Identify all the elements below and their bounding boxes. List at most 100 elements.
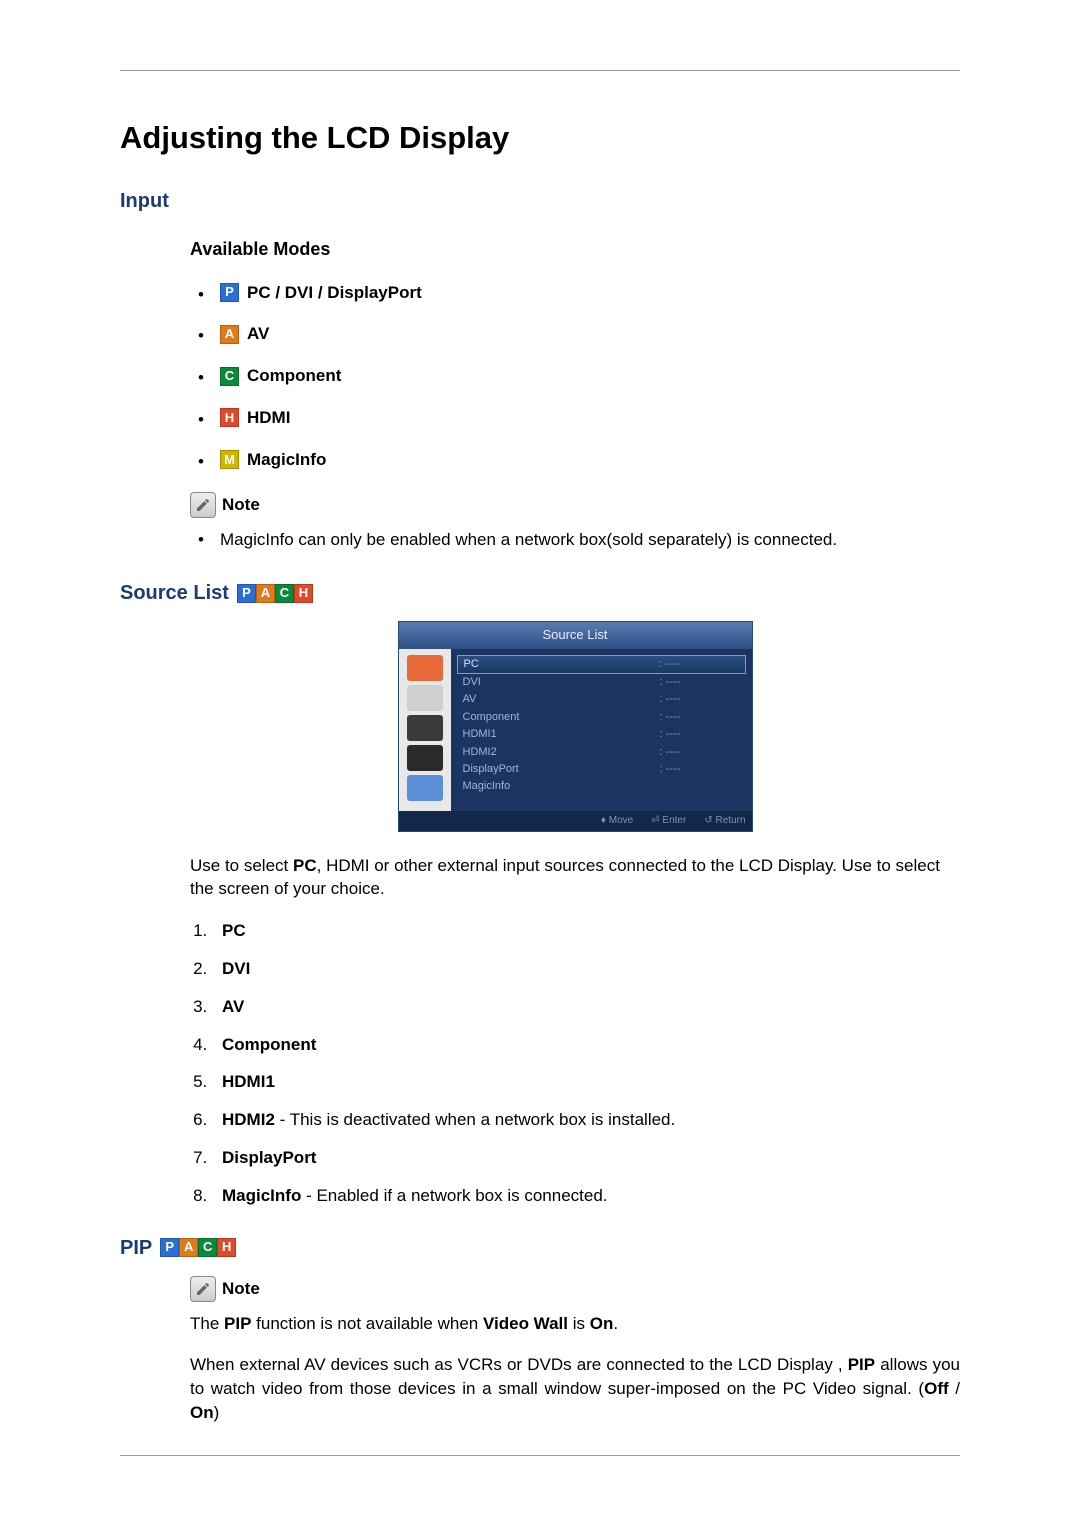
list-item: DisplayPort xyxy=(212,1146,960,1170)
mode-item: C Component xyxy=(190,364,960,388)
p-icon: P xyxy=(160,1238,179,1257)
osd-sidebar xyxy=(399,649,451,811)
top-rule xyxy=(120,70,960,71)
item-rest: - This is deactivated when a network box… xyxy=(275,1110,675,1129)
osd-source-name: DisplayPort xyxy=(463,762,660,777)
text: When external AV devices such as VCRs or… xyxy=(190,1355,848,1374)
item-bold: Component xyxy=(222,1035,316,1054)
osd-row: AV: ---- xyxy=(457,691,746,708)
osd-source-status: : ---- xyxy=(660,710,740,725)
a-icon: A xyxy=(256,584,275,603)
m-icon: M xyxy=(220,450,239,469)
c-icon: C xyxy=(220,367,239,386)
osd-source-name: DVI xyxy=(463,675,660,690)
osd-source-name: MagicInfo xyxy=(463,779,660,794)
mode-label: PC / DVI / DisplayPort xyxy=(247,281,422,305)
mode-item: M MagicInfo xyxy=(190,448,960,472)
note-text: MagicInfo can only be enabled when a net… xyxy=(190,528,960,552)
list-item: DVI xyxy=(212,957,960,981)
text: Use to select xyxy=(190,856,293,875)
item-bold: MagicInfo xyxy=(222,1186,301,1205)
note-label: Note xyxy=(222,1277,260,1301)
note-label: Note xyxy=(222,493,260,517)
note-block: Note xyxy=(190,492,960,518)
pip-heading: PIP xyxy=(120,1234,152,1262)
osd-source-status: : ---- xyxy=(660,745,740,760)
osd-source-status: : ---- xyxy=(659,657,739,672)
mode-item: P PC / DVI / DisplayPort xyxy=(190,281,960,305)
osd-source-status: : ---- xyxy=(660,692,740,707)
mode-item: H HDMI xyxy=(190,406,960,430)
osd-row: DVI: ---- xyxy=(457,674,746,691)
text: Video Wall xyxy=(483,1314,568,1333)
text: / xyxy=(949,1379,960,1398)
source-numbered-list: PC DVI AV Component HDMI1 HDMI2 - This is dea… xyxy=(212,919,960,1207)
osd-row: HDMI1: ---- xyxy=(457,726,746,743)
list-item: Component xyxy=(212,1033,960,1057)
badge-strip: P A C H xyxy=(160,1238,236,1257)
osd-title: Source List xyxy=(399,622,752,648)
text: . xyxy=(613,1314,618,1333)
c-icon: C xyxy=(198,1238,217,1257)
badge-strip: P A C H xyxy=(237,584,313,603)
item-bold: PC xyxy=(222,921,246,940)
picture-icon xyxy=(407,655,443,681)
osd-source-name: Component xyxy=(463,710,660,725)
available-modes-heading: Available Modes xyxy=(190,237,960,262)
note-block: Note xyxy=(190,1276,960,1302)
source-list-heading: Source List xyxy=(120,579,229,607)
text: PIP xyxy=(848,1355,875,1374)
text: is xyxy=(568,1314,590,1333)
text: function is not available when xyxy=(251,1314,483,1333)
osd-row: DisplayPort: ---- xyxy=(457,761,746,778)
note-list: MagicInfo can only be enabled when a net… xyxy=(190,528,960,552)
mode-label: HDMI xyxy=(247,406,290,430)
list-item: HDMI2 - This is deactivated when a netwo… xyxy=(212,1108,960,1132)
text: PC xyxy=(293,856,317,875)
text: Off xyxy=(924,1379,949,1398)
list-item: PC xyxy=(212,919,960,943)
osd-source-name: AV xyxy=(463,692,660,707)
pip-p1: The PIP function is not available when V… xyxy=(190,1312,960,1336)
item-bold: HDMI1 xyxy=(222,1072,275,1091)
text: ) xyxy=(214,1403,220,1422)
a-icon: A xyxy=(179,1238,198,1257)
list-item: AV xyxy=(212,995,960,1019)
list-item: MagicInfo - Enabled if a network box is … xyxy=(212,1184,960,1208)
mode-label: Component xyxy=(247,364,341,388)
osd-move: ♦ Move xyxy=(601,814,633,828)
text: The xyxy=(190,1314,224,1333)
osd-source-status xyxy=(660,779,740,794)
sound-icon xyxy=(407,685,443,711)
text: On xyxy=(590,1314,614,1333)
osd-main: PC: ----DVI: ----AV: ----Component: ----… xyxy=(451,649,752,811)
page-title: Adjusting the LCD Display xyxy=(120,116,960,159)
osd-return: ↺ Return xyxy=(704,814,745,828)
osd-source-name: HDMI1 xyxy=(463,727,660,742)
item-bold: AV xyxy=(222,997,244,1016)
c-icon: C xyxy=(275,584,294,603)
bottom-rule xyxy=(120,1455,960,1456)
osd-row: Component: ---- xyxy=(457,709,746,726)
input-heading: Input xyxy=(120,187,960,215)
osd-screenshot: Source List PC: ----DVI: ----AV: ----Com… xyxy=(398,621,753,831)
osd-row: MagicInfo xyxy=(457,778,746,795)
osd-row: HDMI2: ---- xyxy=(457,744,746,761)
osd-source-name: PC xyxy=(464,657,659,672)
mode-item: A AV xyxy=(190,322,960,346)
osd-footer: ♦ Move ⏎ Enter ↺ Return xyxy=(399,811,752,831)
osd-row: PC: ---- xyxy=(457,655,746,674)
text: PIP xyxy=(224,1314,251,1333)
text: On xyxy=(190,1403,214,1422)
pip-p2: When external AV devices such as VCRs or… xyxy=(190,1353,960,1424)
source-list-desc: Use to select PC, HDMI or other external… xyxy=(190,854,960,902)
pencil-icon xyxy=(190,1276,216,1302)
item-bold: DVI xyxy=(222,959,250,978)
osd-source-status: : ---- xyxy=(660,762,740,777)
pencil-icon xyxy=(190,492,216,518)
item-bold: DisplayPort xyxy=(222,1148,316,1167)
item-rest: - Enabled if a network box is connected. xyxy=(301,1186,607,1205)
h-icon: H xyxy=(220,408,239,427)
mode-label: MagicInfo xyxy=(247,448,326,472)
mode-list: P PC / DVI / DisplayPort A AV C Componen… xyxy=(190,281,960,472)
